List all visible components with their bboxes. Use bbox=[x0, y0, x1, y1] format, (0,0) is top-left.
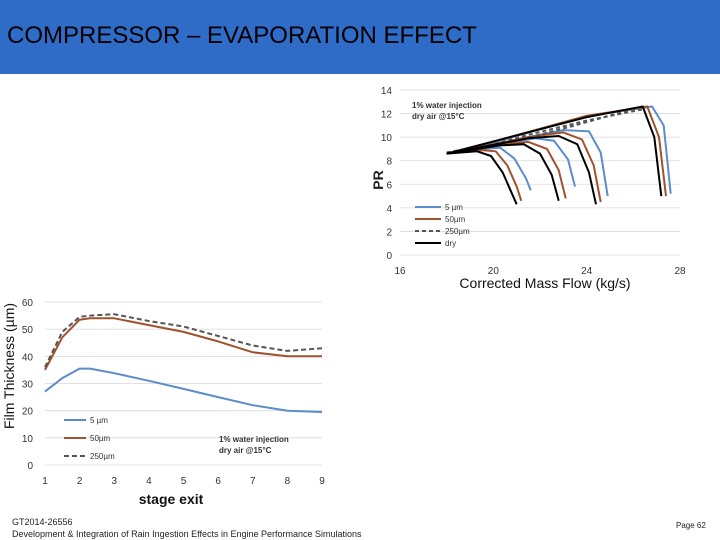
pr-y-tick-label: 12 bbox=[381, 110, 393, 121]
pr-series-line-dry bbox=[446, 150, 518, 205]
footer-doc-title: Development & Integration of Rain Ingest… bbox=[12, 529, 362, 539]
film-y-tick-label: 20 bbox=[22, 407, 34, 418]
film-x-tick-label: 3 bbox=[111, 476, 117, 487]
film-series-line-50m bbox=[44, 317, 322, 371]
film-legend-label: 5 µm bbox=[90, 416, 108, 425]
film-x-tick-label: 2 bbox=[77, 476, 83, 487]
film-gridlines bbox=[45, 301, 322, 466]
page-title: COMPRESSOR – EVAPORATION EFFECT bbox=[7, 22, 477, 49]
pr-y-tick-label: 4 bbox=[386, 204, 392, 215]
film-thickness-chart: 0 10 20 30 40 50 60 1 2 3 4 5 6 7 8 9 Film Thickness (… bbox=[1, 298, 325, 507]
film-series-line-250m bbox=[44, 313, 323, 368]
pr-series-line-dry bbox=[446, 105, 663, 197]
pr-legend-label: dry bbox=[445, 239, 456, 248]
film-annotation-line1: 1% water injection bbox=[219, 435, 289, 444]
film-x-tick-label: 6 bbox=[215, 476, 221, 487]
pr-legend-label: 5 µm bbox=[445, 203, 463, 212]
pr-legend-label: 50µm bbox=[445, 215, 466, 224]
title-bar: COMPRESSOR – EVAPORATION EFFECT bbox=[0, 0, 720, 74]
film-x-tick-label: 8 bbox=[285, 476, 291, 487]
film-x-tick-label: 7 bbox=[250, 476, 256, 487]
pr-y-tick-labels: 0 2 4 6 8 10 12 14 bbox=[381, 86, 393, 262]
film-x-tick-label: 1 bbox=[42, 476, 48, 487]
pr-y-tick-label: 6 bbox=[386, 180, 392, 191]
film-legend-label: 250µm bbox=[90, 452, 115, 461]
film-y-tick-label: 60 bbox=[22, 298, 34, 309]
film-x-tick-labels: 1 2 3 4 5 6 7 8 9 bbox=[42, 476, 325, 487]
film-y-tick-label: 30 bbox=[22, 380, 34, 391]
pr-x-tick-label: 20 bbox=[488, 266, 500, 277]
pr-y-tick-label: 2 bbox=[386, 227, 392, 238]
pr-x-tick-label: 16 bbox=[394, 266, 406, 277]
page-number: Page 62 bbox=[676, 521, 706, 530]
pr-x-tick-labels: 16 20 24 28 bbox=[394, 266, 686, 277]
film-y-tick-labels: 0 10 20 30 40 50 60 bbox=[22, 298, 34, 472]
film-x-axis-label: stage exit bbox=[139, 491, 204, 507]
pr-x-tick-label: 24 bbox=[581, 266, 593, 277]
film-y-tick-label: 50 bbox=[22, 325, 34, 336]
pr-x-tick-label: 28 bbox=[674, 266, 686, 277]
film-legend: 5 µm 50µm 250µm bbox=[64, 416, 115, 461]
pr-annotation-line1: 1% water injection bbox=[412, 101, 482, 110]
pr-y-tick-label: 8 bbox=[386, 157, 392, 168]
pr-series-line-dry bbox=[446, 143, 560, 202]
film-x-tick-label: 9 bbox=[319, 476, 325, 487]
footer-reference: GT2014-26556 Development & Integration o… bbox=[12, 516, 362, 540]
pr-annotation-line2: dry air @15°C bbox=[412, 112, 465, 121]
pr-series-line-dry bbox=[446, 134, 597, 205]
film-y-axis-label: Film Thickness (µm) bbox=[1, 303, 17, 429]
film-x-tick-label: 4 bbox=[146, 476, 152, 487]
pr-series-line-5m bbox=[458, 146, 532, 191]
film-series-line-5m bbox=[44, 367, 323, 413]
film-series-lines bbox=[44, 313, 323, 413]
pr-y-tick-label: 0 bbox=[386, 251, 392, 262]
pr-legend-label: 250µm bbox=[445, 227, 470, 236]
film-y-tick-label: 0 bbox=[27, 461, 33, 472]
film-y-tick-label: 10 bbox=[22, 434, 34, 445]
film-legend-label: 50µm bbox=[90, 434, 111, 443]
pr-series-lines bbox=[446, 105, 672, 205]
film-x-tick-label: 5 bbox=[181, 476, 187, 487]
pr-legend: 5 µm 50µm 250µm dry bbox=[415, 203, 470, 248]
footer-doc-id: GT2014-26556 bbox=[12, 517, 73, 527]
pr-y-axis-label: PR bbox=[370, 170, 386, 189]
pr-y-tick-label: 14 bbox=[381, 86, 393, 97]
film-y-tick-label: 40 bbox=[22, 352, 34, 363]
film-annotation-line2: dry air @15°C bbox=[219, 446, 272, 455]
pr-x-axis-label: Corrected Mass Flow (kg/s) bbox=[459, 275, 630, 291]
pr-y-tick-label: 10 bbox=[381, 133, 393, 144]
